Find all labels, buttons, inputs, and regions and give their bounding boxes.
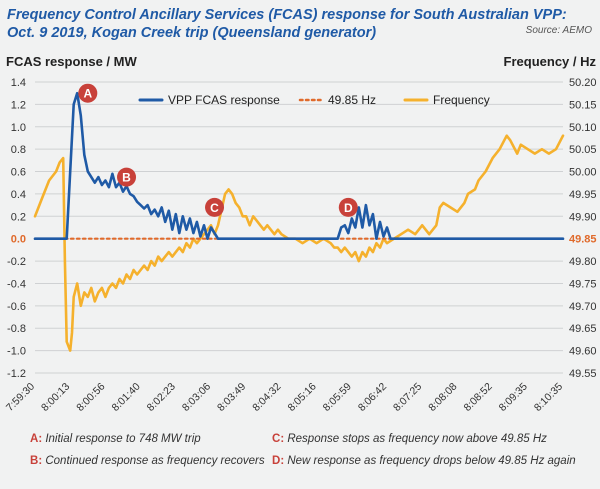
- right-tick-label: 50.20: [569, 77, 597, 89]
- legend: VPP FCAS response 49.85 Hz Frequency: [138, 93, 490, 107]
- x-tick-label: 8:10:35: [532, 381, 565, 414]
- x-tick-label: 8:03:49: [215, 381, 248, 414]
- x-tick-label: 8:05:59: [321, 381, 354, 414]
- left-tick-label: -1.0: [7, 346, 26, 358]
- annotation-b: B: Continued response as frequency recov…: [30, 455, 265, 467]
- marker-b-circle: [117, 167, 137, 187]
- x-tick-label: 8:07:25: [391, 381, 424, 414]
- annotation-b-sep: :: [38, 455, 46, 467]
- marker-d-label: D: [344, 201, 353, 215]
- left-tick-label: -0.2: [7, 256, 26, 268]
- right-tick-label: 50.15: [569, 99, 597, 111]
- x-tick-label: 8:09:35: [497, 381, 530, 414]
- right-tick-label: 50.00: [569, 167, 597, 179]
- annotation-d-sep: :: [280, 455, 288, 467]
- right-tick-label: 50.10: [569, 122, 597, 134]
- annotation-a-text: Initial response to 748 MW trip: [45, 433, 201, 445]
- x-tick-label: 8:03:06: [180, 381, 213, 414]
- annotation-c-text: Response stops as frequency now above 49…: [287, 433, 547, 445]
- marker-a-label: A: [83, 87, 92, 101]
- annotation-a-sep: :: [38, 433, 46, 445]
- right-tick-label: 49.95: [569, 189, 597, 201]
- right-axis-ticks: 50.20 50.15 50.10 50.05 50.00 49.95 49.90 49.85…: [569, 77, 597, 380]
- left-tick-label: 1.2: [11, 99, 26, 111]
- annotation-c: C: Response stops as frequency now above…: [272, 433, 547, 445]
- annotation-d-key: D: [272, 455, 281, 467]
- left-tick-label: 0.2: [11, 211, 26, 223]
- x-tick-label: 7:59:30: [4, 381, 37, 414]
- right-axis-label: Frequency / Hz: [504, 54, 597, 69]
- x-tick-label: 8:06:42: [356, 381, 389, 414]
- annotation-b-text: Continued response as frequency recovers: [45, 455, 265, 467]
- annotation-a-key: A: [30, 433, 39, 445]
- legend-label: Frequency: [433, 93, 490, 107]
- x-tick-label: 8:00:56: [74, 381, 107, 414]
- left-tick-label: 0.6: [11, 167, 26, 179]
- right-tick-label: 49.60: [569, 346, 597, 358]
- annotation-d: D: New response as frequency drops below…: [272, 455, 576, 467]
- left-tick-label: 0.0: [11, 234, 26, 246]
- right-tick-label: 49.85: [569, 234, 597, 246]
- right-tick-label: 49.55: [569, 368, 597, 380]
- marker-c-circle: [205, 197, 225, 217]
- marker-d-circle: [338, 197, 358, 217]
- grid: [35, 81, 563, 374]
- marker-b-label: B: [122, 171, 131, 185]
- markers: A B C D: [78, 83, 358, 217]
- series-line-frequency: [33, 134, 565, 352]
- right-tick-label: 49.90: [569, 211, 597, 223]
- right-tick-label: 49.65: [569, 323, 597, 335]
- marker-a-circle: [78, 83, 98, 103]
- x-tick-label: 8:00:13: [39, 381, 72, 414]
- x-tick-label: 8:05:16: [285, 381, 318, 414]
- left-tick-label: -0.8: [7, 323, 26, 335]
- chart-title: Frequency Control Ancillary Services (FC…: [7, 7, 567, 41]
- right-tick-label: 49.70: [569, 301, 597, 313]
- chart-source: Source: AEMO: [525, 25, 592, 36]
- legend-label: VPP FCAS response: [168, 93, 280, 107]
- left-axis-ticks: 1.4 1.2 1.0 0.8 0.6 0.4 0.2 0.0 -0.2 -0.4 -0.6 -0.8…: [7, 77, 26, 380]
- series-line-vpp-fcas-response: [33, 91, 565, 240]
- annotation-c-key: C: [272, 433, 281, 445]
- left-tick-label: 0.4: [11, 189, 26, 201]
- annotation-a: A: Initial response to 748 MW trip: [30, 433, 201, 445]
- annotation-c-sep: :: [280, 433, 288, 445]
- right-tick-label: 49.80: [569, 256, 597, 268]
- annotation-d-text: New response as frequency drops below 49…: [287, 455, 576, 467]
- annotation-b-key: B: [30, 455, 39, 467]
- left-tick-label: 0.8: [11, 144, 26, 156]
- x-tick-label: 8:04:32: [250, 381, 283, 414]
- left-tick-label: -0.6: [7, 301, 26, 313]
- left-tick-label: 1.0: [11, 122, 26, 134]
- marker-c-label: C: [210, 201, 219, 215]
- fcas-frequency-chart: FCAS response / MW Frequency / Hz 1.4 1.2…: [4, 54, 597, 414]
- x-tick-label: 8:08:08: [426, 381, 459, 414]
- left-tick-label: 1.4: [11, 77, 26, 89]
- right-tick-label: 49.75: [569, 278, 597, 290]
- x-axis-ticks: 7:59:30 8:00:13 8:00:56 8:01:40 8:02:23 8:03:…: [4, 381, 565, 414]
- left-axis-label: FCAS response / MW: [6, 54, 137, 69]
- x-tick-label: 8:08:52: [461, 381, 494, 414]
- x-tick-label: 8:01:40: [109, 381, 142, 414]
- legend-label: 49.85 Hz: [328, 93, 376, 107]
- left-tick-label: -1.2: [7, 368, 26, 380]
- x-tick-label: 8:02:23: [145, 381, 178, 414]
- right-tick-label: 50.05: [569, 144, 597, 156]
- series-group: [33, 91, 565, 352]
- left-tick-label: -0.4: [7, 278, 26, 290]
